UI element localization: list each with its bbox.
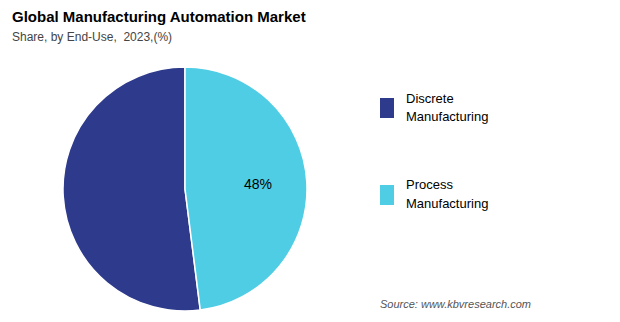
html-text:Manufacturing: Manufacturing (406, 195, 489, 211)
html-text:Manufacturing: Manufacturing (406, 109, 489, 125)
svg-text:48%: 48% (244, 176, 272, 192)
html-text:Discrete: Discrete (406, 91, 454, 106)
html-text:Global Manufacturing Automatio: Global Manufacturing Automation Market (12, 8, 306, 25)
html-text:Process: Process (406, 177, 453, 193)
html-text:Source: www.kbvresearch.com: Source: www.kbvresearch.com (380, 298, 531, 310)
html-text:Share, by End-Use, 2023,(%): Share, by End-Use, 2023,(%) (12, 30, 173, 44)
